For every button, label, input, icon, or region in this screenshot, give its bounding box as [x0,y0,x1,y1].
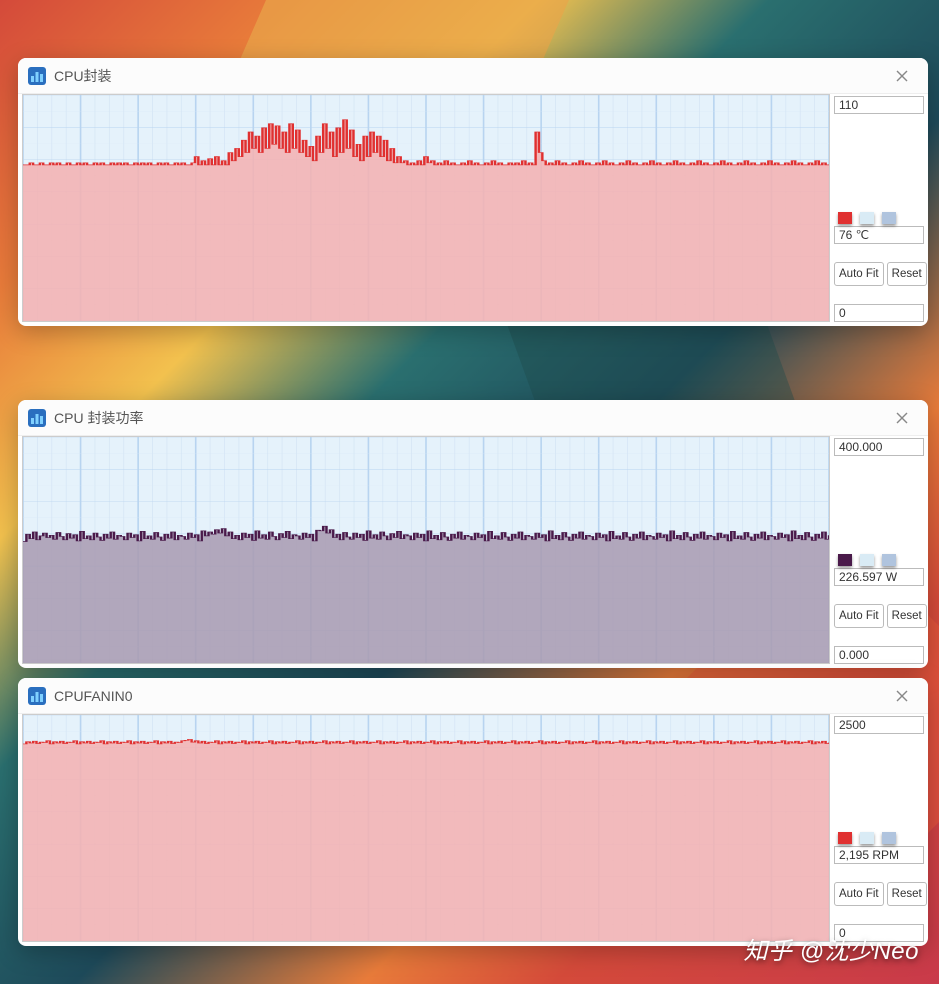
sidebar-controls: 2500 2,195 RPM Auto Fit Reset 0 [834,714,924,942]
y-min-label: 0 [834,924,924,942]
app-icon [28,687,46,705]
y-max-label: 110 [834,96,924,114]
close-button[interactable] [886,60,918,92]
sidebar-controls: 110 76 ℃ Auto Fit Reset 0 [834,94,924,322]
legend-swatch-1[interactable] [860,832,874,844]
monitor-window-cpu-temp: CPU封装 110 76 ℃ Auto Fit Reset 0 [18,58,928,326]
titlebar[interactable]: CPU封装 [18,58,928,94]
legend-swatch-2[interactable] [882,832,896,844]
app-icon [28,409,46,427]
reset-button[interactable]: Reset [887,882,927,906]
y-min-label: 0.000 [834,646,924,664]
monitor-window-cpu-power: CPU 封装功率 400.000 226.597 W Auto Fit Rese… [18,400,928,668]
close-icon [895,689,909,703]
legend-swatches [834,554,924,568]
y-max-label: 400.000 [834,438,924,456]
y-min-label: 0 [834,304,924,322]
window-title: CPU封装 [54,66,112,86]
current-value: 226.597 W [834,568,924,586]
titlebar[interactable]: CPUFANIN0 [18,678,928,714]
reset-button[interactable]: Reset [887,604,927,628]
titlebar[interactable]: CPU 封装功率 [18,400,928,436]
close-button[interactable] [886,680,918,712]
close-button[interactable] [886,402,918,434]
legend-swatch-2[interactable] [882,212,896,224]
y-max-label: 2500 [834,716,924,734]
legend-swatch-2[interactable] [882,554,896,566]
current-value: 76 ℃ [834,226,924,244]
current-value: 2,195 RPM [834,846,924,864]
chart-area[interactable] [22,94,830,322]
window-title: CPU 封装功率 [54,408,143,428]
app-icon [28,67,46,85]
monitor-window-cpu-fan: CPUFANIN0 2500 2,195 RPM Auto Fit Reset … [18,678,928,946]
close-icon [895,411,909,425]
legend-swatches [834,212,924,226]
legend-swatch-1[interactable] [860,554,874,566]
autofit-button[interactable]: Auto Fit [834,262,884,286]
legend-swatch-1[interactable] [860,212,874,224]
legend-swatches [834,832,924,846]
chart-area[interactable] [22,436,830,664]
close-icon [895,69,909,83]
legend-swatch-0[interactable] [838,554,852,566]
autofit-button[interactable]: Auto Fit [834,604,884,628]
legend-swatch-0[interactable] [838,832,852,844]
sidebar-controls: 400.000 226.597 W Auto Fit Reset 0.000 [834,436,924,664]
autofit-button[interactable]: Auto Fit [834,882,884,906]
chart-area[interactable] [22,714,830,942]
reset-button[interactable]: Reset [887,262,927,286]
window-title: CPUFANIN0 [54,688,133,704]
legend-swatch-0[interactable] [838,212,852,224]
